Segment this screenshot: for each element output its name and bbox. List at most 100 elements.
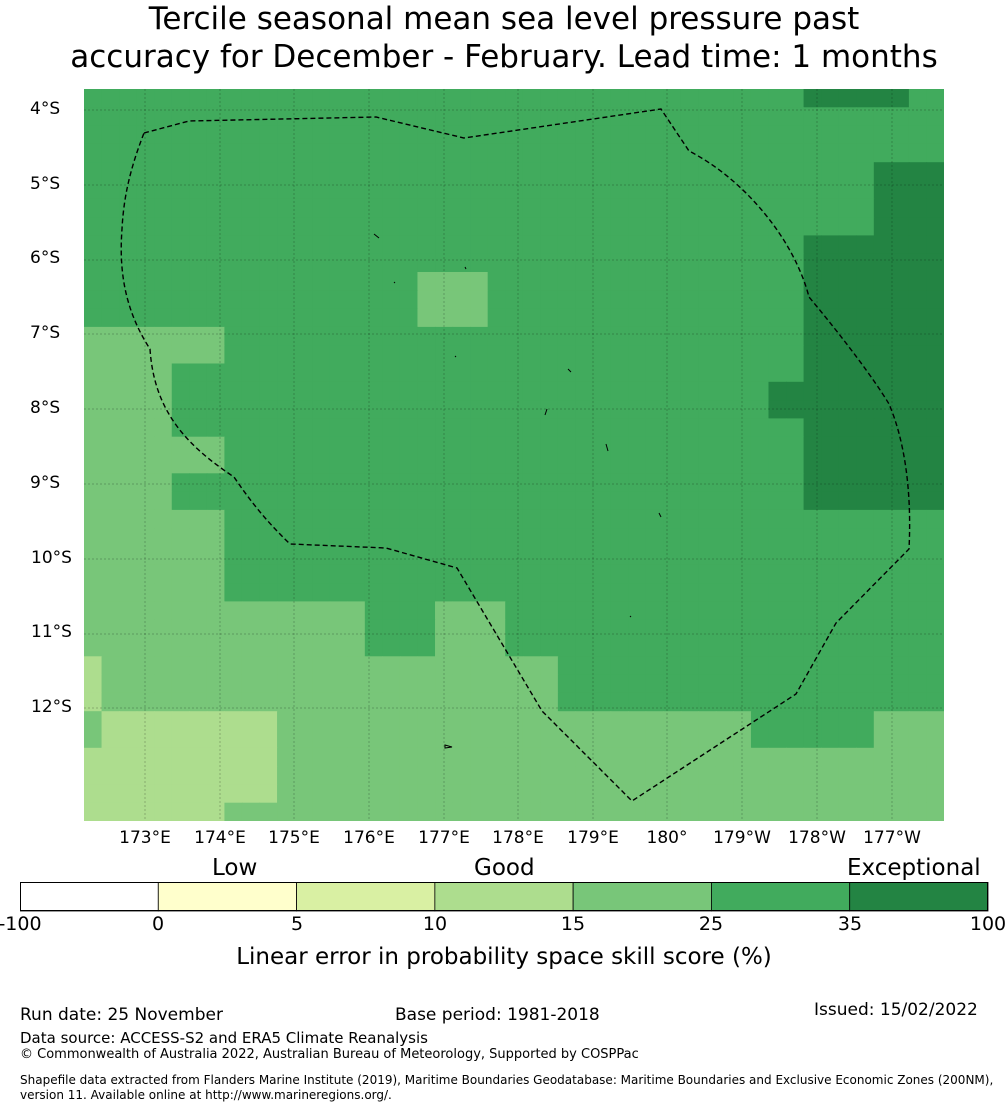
grid-cell: [435, 326, 454, 346]
grid-cell: [680, 711, 699, 731]
grid-cell: [171, 418, 190, 438]
grid-cell: [856, 455, 875, 474]
grid-cell: [505, 143, 524, 163]
grid-cell: [224, 491, 243, 511]
grid-cell: [399, 619, 419, 639]
grid-cell: [487, 766, 506, 785]
grid-cell: [575, 180, 594, 200]
grid-cell: [399, 89, 419, 108]
grid-cell: [540, 509, 559, 529]
grid-cell: [557, 345, 577, 365]
grid-cell: [277, 125, 296, 145]
grid-cell: [417, 546, 436, 566]
grid-cell: [119, 455, 138, 474]
grid-cell: [715, 802, 734, 821]
grid-cell: [487, 290, 506, 310]
grid-cell: [364, 491, 383, 511]
grid-cell: [821, 729, 840, 749]
grid-cell: [329, 564, 348, 584]
grid-cell: [522, 601, 541, 621]
grid-cell: [856, 198, 875, 218]
grid-cell: [908, 217, 928, 236]
grid-cell: [312, 711, 331, 731]
grid-cell: [557, 363, 577, 383]
grid-cell: [470, 400, 489, 419]
grid-cell: [768, 107, 787, 127]
grid-cell: [435, 143, 454, 163]
grid-cell: [838, 125, 857, 145]
grid-cell: [680, 656, 699, 676]
grid-cell: [452, 162, 471, 182]
grid-cell: [768, 381, 787, 401]
colorbar-segment: [20, 882, 159, 912]
grid-cell: [171, 326, 190, 346]
grid-cell: [645, 619, 664, 639]
grid-cell: [171, 601, 190, 621]
grid-cell: [680, 308, 699, 328]
grid-cell: [171, 564, 190, 584]
grid-cell: [277, 180, 296, 200]
grid-cell: [171, 784, 190, 804]
grid-cell: [154, 345, 173, 365]
grid-cell: [470, 418, 489, 438]
grid-cell: [698, 583, 717, 602]
grid-cell: [628, 180, 647, 200]
grid-cell: [364, 528, 383, 548]
grid-cell: [663, 107, 682, 127]
grid-cell: [487, 363, 506, 383]
grid-cell: [540, 766, 559, 785]
grid-cell: [136, 125, 155, 145]
grid-cell: [435, 162, 454, 182]
grid-cell: [698, 143, 717, 163]
grid-cell: [733, 546, 752, 566]
grid-cell: [698, 235, 717, 255]
grid-cell: [452, 89, 471, 108]
grid-cell: [277, 766, 296, 785]
grid-cell: [206, 326, 226, 346]
grid-cell: [241, 326, 261, 346]
grid-cell: [628, 125, 647, 145]
grid-cell: [312, 638, 331, 657]
grid-cell: [224, 784, 243, 804]
grid-cell: [698, 656, 717, 676]
grid-cell: [417, 729, 436, 749]
grid-cell: [610, 235, 629, 255]
grid-cell: [838, 674, 857, 694]
grid-cell: [329, 363, 348, 383]
grid-cell: [891, 656, 910, 676]
grid-cell: [382, 601, 401, 621]
grid-cell: [347, 400, 366, 419]
grid-cell: [329, 198, 348, 218]
grid-cell: [680, 491, 699, 511]
grid-cell: [136, 107, 155, 127]
grid-cell: [803, 747, 822, 767]
grid-cell: [312, 784, 331, 804]
grid-cell: [470, 766, 489, 785]
grid-cell: [154, 235, 173, 255]
grid-cell: [206, 564, 226, 584]
grid-cell: [557, 418, 577, 438]
grid-cell: [347, 381, 366, 401]
grid-cell: [733, 418, 752, 438]
grid-cell: [873, 381, 892, 401]
grid-cell: [908, 89, 928, 108]
grid-cell: [505, 473, 524, 493]
grid-cell: [610, 89, 629, 108]
grid-cell: [347, 747, 366, 767]
grid-cell: [84, 711, 103, 731]
grid-cell: [224, 747, 243, 767]
grid-cell: [224, 400, 243, 419]
grid-cell: [540, 491, 559, 511]
colorbar-segment: [296, 882, 436, 912]
grid-cell: [680, 400, 699, 419]
grid-cell: [259, 729, 278, 749]
grid-cell: [786, 711, 805, 731]
grid-cell: [715, 253, 734, 273]
chart-title-line-1: Tercile seasonal mean sea level pressure…: [148, 1, 860, 37]
grid-cell: [364, 363, 383, 383]
grid-cell: [926, 436, 944, 456]
grid-cell: [628, 217, 647, 236]
grid-cell: [628, 638, 647, 657]
grid-cell: [312, 345, 331, 365]
grid-cell: [698, 162, 717, 182]
